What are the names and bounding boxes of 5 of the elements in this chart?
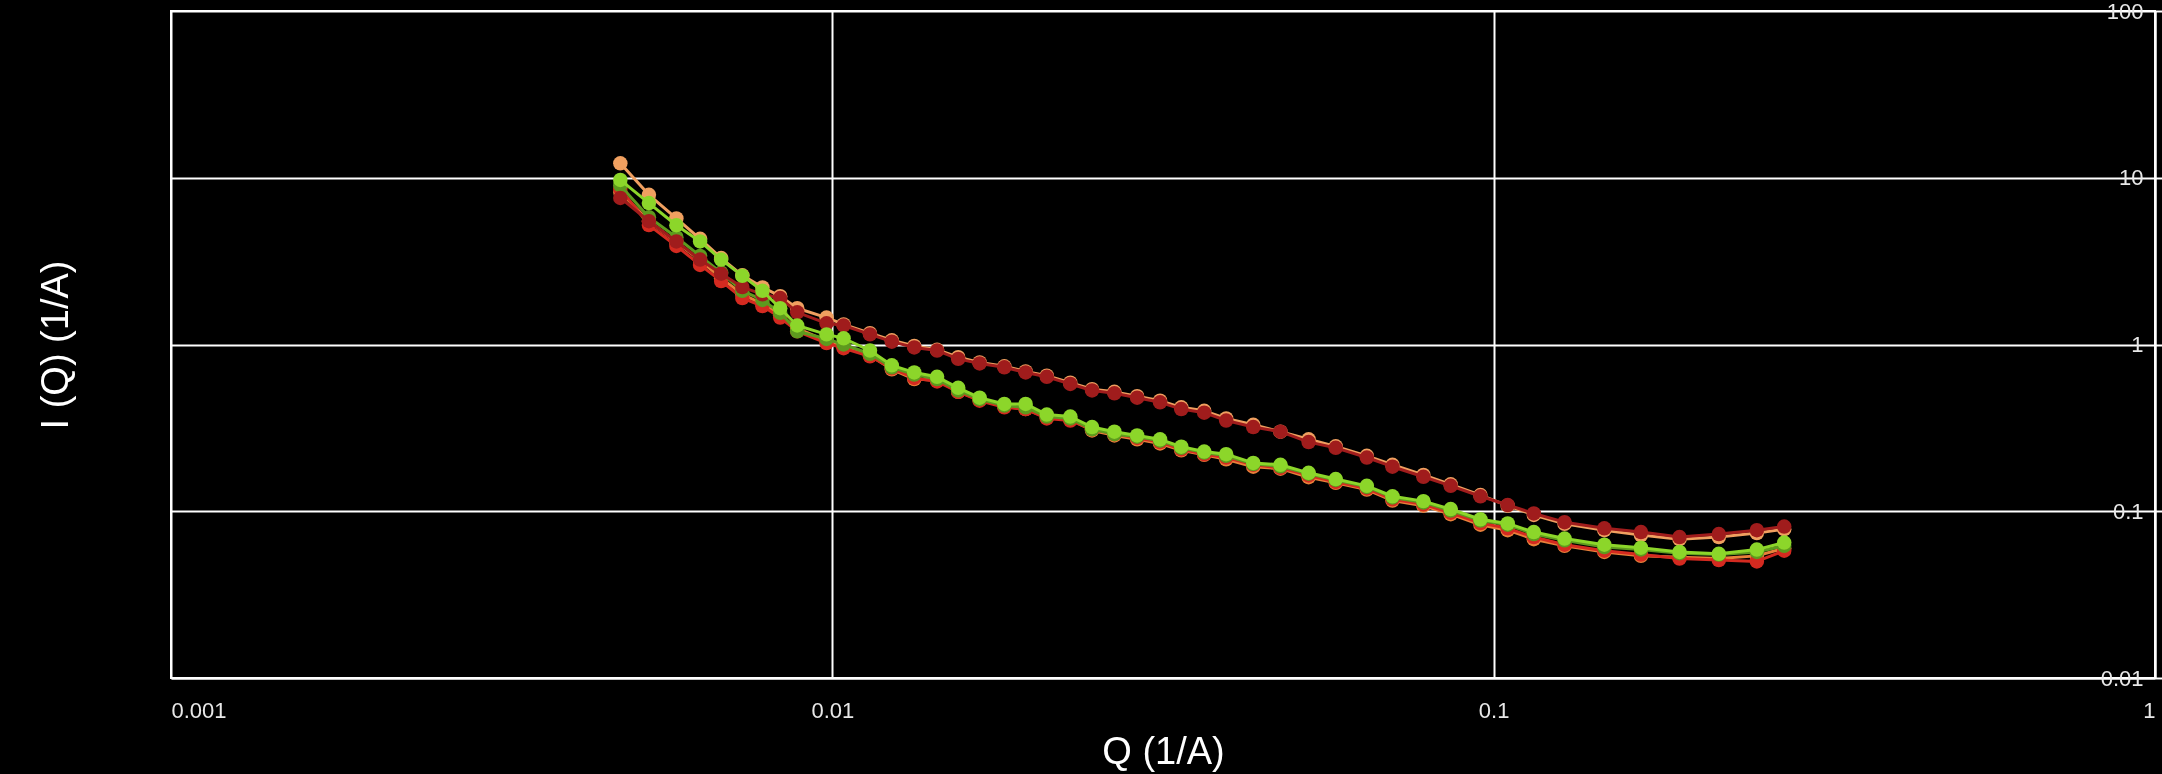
x-tick-label: 0.001 <box>171 697 227 723</box>
x-axis-title: Q (1/A) <box>1102 729 1225 772</box>
x-tick-label: 0.01 <box>811 697 855 723</box>
x-tick-label: 0.1 <box>1478 697 1510 723</box>
y-axis-title: I (Q) (1/A) <box>33 260 76 430</box>
